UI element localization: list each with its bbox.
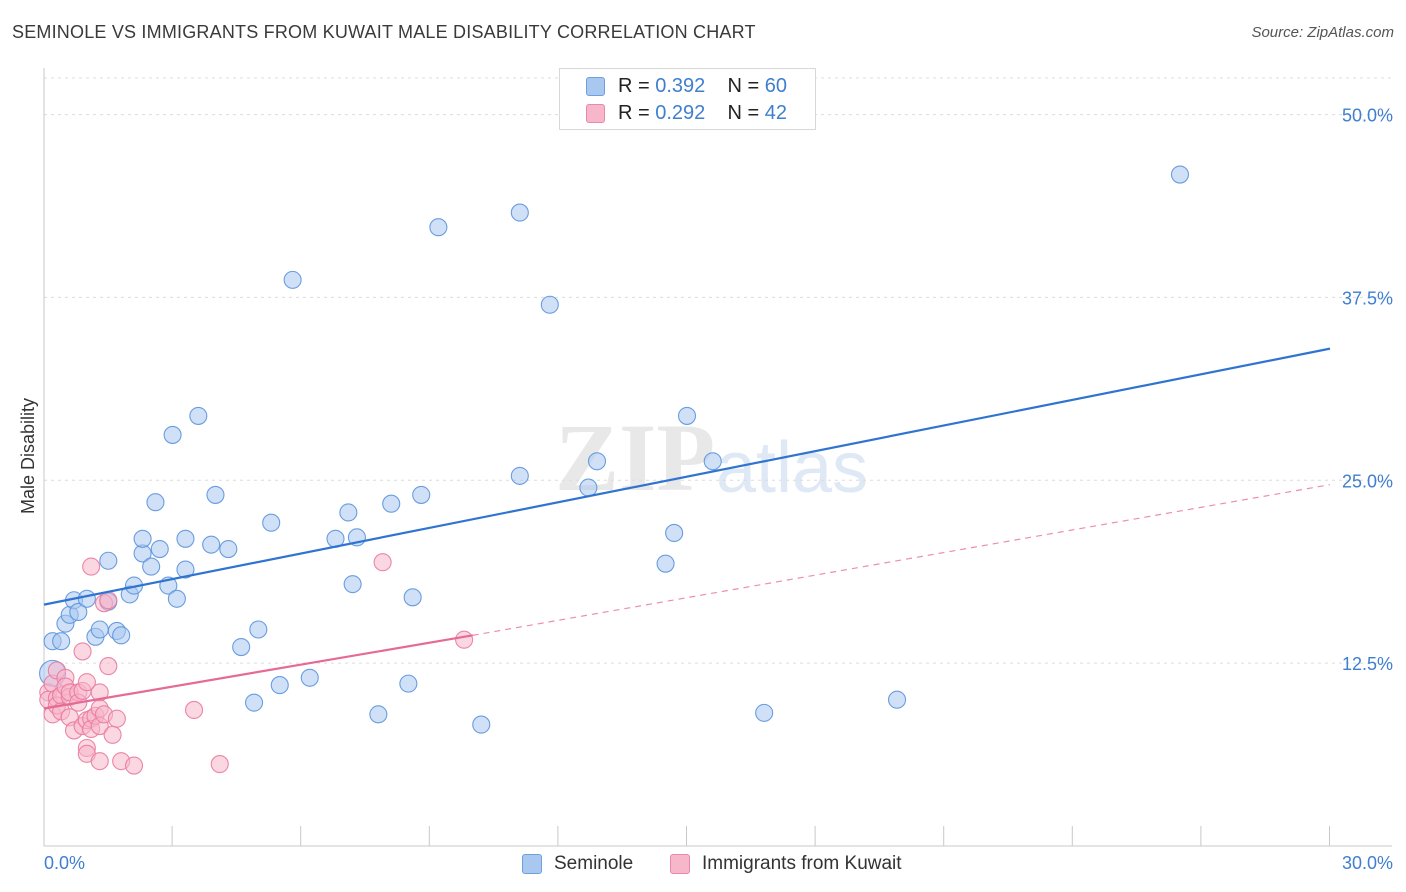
source-attribution: Source: ZipAtlas.com <box>1251 24 1394 41</box>
seminole-point-33 <box>262 513 281 532</box>
seminole-point-2 <box>52 632 71 651</box>
legend-swatch-seminole <box>586 76 605 96</box>
seminole-point-48 <box>510 466 529 485</box>
legend-swatch-kuwait <box>586 103 605 123</box>
seminole-point-44 <box>403 588 422 607</box>
kuwait-point-39 <box>124 756 144 775</box>
seminole-point-25 <box>176 560 195 579</box>
stats-legend: R = 0.392 N = 60 R = 0.292 N = 42 <box>559 68 816 130</box>
legend-text-kuwait: R = 0.292 N = 42 <box>618 101 788 124</box>
y-tick-label-3: 50.0% <box>1342 106 1393 126</box>
seminole-point-36 <box>300 668 319 687</box>
seminole-point-42 <box>382 494 401 513</box>
bottom-legend-swatch-seminole <box>522 854 542 874</box>
seminole-point-57 <box>755 703 774 722</box>
seminole-point-32 <box>249 620 268 639</box>
seminole-point-43 <box>399 674 418 693</box>
seminole-point-13 <box>112 626 131 645</box>
seminole-point-29 <box>219 539 238 559</box>
seminole-point-24 <box>176 529 195 548</box>
seminole-point-47 <box>472 715 491 734</box>
seminole-point-7 <box>77 589 96 608</box>
legend-text-seminole: R = 0.392 N = 60 <box>618 74 788 97</box>
bottom-legend-swatch-kuwait <box>670 854 690 874</box>
seminole-point-53 <box>656 554 675 573</box>
kuwait-trend-extended <box>472 484 1331 636</box>
kuwait-point-35 <box>99 657 118 676</box>
kuwait-point-34 <box>99 591 118 610</box>
seminole-point-34 <box>270 676 289 695</box>
data-points <box>39 165 1190 775</box>
seminole-point-23 <box>167 589 186 608</box>
seminole-point-18 <box>142 557 161 576</box>
kuwait-point-36 <box>103 725 122 744</box>
seminole-point-38 <box>339 503 358 522</box>
bottom-legend-label-seminole: Seminole <box>554 853 634 874</box>
seminole-point-39 <box>343 575 362 594</box>
legend-r-value-kuwait: 0.292 <box>655 101 706 124</box>
kuwait-point-18 <box>73 642 92 661</box>
seminole-point-41 <box>369 705 388 724</box>
seminole-point-31 <box>244 693 264 712</box>
watermark-atlas: atlas <box>716 428 868 508</box>
seminole-point-20 <box>150 539 169 559</box>
grid <box>44 77 1392 664</box>
legend-n-value-seminole: 60 <box>764 74 788 97</box>
seminole-point-50 <box>540 295 559 314</box>
seminole-point-9 <box>90 620 109 639</box>
y-tick-label-2: 37.5% <box>1342 288 1393 308</box>
kuwait-point-21 <box>77 673 96 692</box>
y-tick-label-1: 25.0% <box>1342 471 1393 491</box>
seminole-point-6 <box>69 602 88 621</box>
seminole-point-45 <box>412 485 431 504</box>
seminole-point-51 <box>579 478 598 497</box>
x-tick-label-0: 0.0% <box>44 853 85 873</box>
x-tick-labels: 0.0% 30.0% <box>44 853 1393 873</box>
legend-r-value-seminole: 0.392 <box>655 74 706 97</box>
seminole-point-28 <box>206 485 225 504</box>
seminole-point-52 <box>587 452 607 471</box>
bottom-legend-label-kuwait: Immigrants from Kuwait <box>702 853 902 874</box>
kuwait-point-40 <box>184 700 204 720</box>
bottom-legend-seminole: Seminole <box>522 850 633 878</box>
seminole-point-11 <box>99 551 118 570</box>
kuwait-point-43 <box>455 630 474 649</box>
y-tick-labels: 12.5% 25.0% 37.5% 50.0% <box>1342 106 1393 675</box>
trend-lines <box>43 347 1331 710</box>
bottom-legend-kuwait: Immigrants from Kuwait <box>670 850 902 878</box>
chart-title: SEMINOLE VS IMMIGRANTS FROM KUWAIT MALE … <box>12 22 756 42</box>
seminole-point-55 <box>677 406 697 425</box>
legend-n-value-kuwait: 42 <box>764 101 788 124</box>
kuwait-trend-line <box>43 634 473 710</box>
seminole-point-49 <box>510 203 529 222</box>
seminole-point-17 <box>133 529 152 548</box>
seminole-point-59 <box>1170 165 1190 184</box>
seminole-trend-line <box>43 347 1331 606</box>
x-tick-label-1: 30.0% <box>1342 853 1393 873</box>
seminole-point-46 <box>429 218 448 237</box>
seminole-point-26 <box>189 406 208 425</box>
seminole-point-54 <box>665 523 684 542</box>
seminole-point-35 <box>283 270 302 289</box>
kuwait-point-37 <box>107 709 126 728</box>
seminole-point-19 <box>146 493 165 512</box>
seminole-point-27 <box>202 535 221 554</box>
y-tick-label-0: 12.5% <box>1342 654 1393 674</box>
kuwait-point-41 <box>210 755 229 774</box>
kuwait-point-30 <box>90 752 109 771</box>
seminole-point-22 <box>163 425 182 444</box>
kuwait-point-26 <box>82 557 101 576</box>
seminole-point-58 <box>887 690 907 709</box>
seminole-point-30 <box>232 638 251 657</box>
y-axis-label: Male Disability <box>18 398 38 514</box>
kuwait-point-42 <box>373 553 392 572</box>
seminole-point-56 <box>703 452 722 471</box>
